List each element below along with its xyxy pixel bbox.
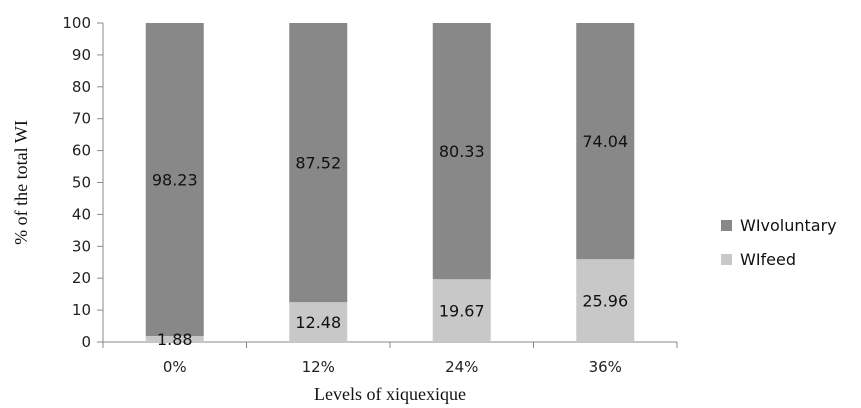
y-tick-label: 80	[72, 78, 91, 96]
y-tick-label: 40	[72, 205, 91, 223]
legend-label-wifeed: WIfeed	[740, 250, 796, 269]
y-tick-label: 90	[72, 46, 91, 64]
x-tick-label: 36%	[589, 358, 622, 376]
data-label-wifeed: 12.48	[295, 313, 341, 332]
y-tick-label: 0	[81, 333, 91, 351]
data-label-wivoluntary: 80.33	[439, 142, 485, 161]
data-label-wivoluntary: 87.52	[295, 154, 341, 173]
data-label-wivoluntary: 74.04	[582, 132, 628, 151]
y-tick-label: 100	[62, 14, 91, 32]
bar-segment-wivoluntary	[145, 23, 204, 337]
bar-segment-wivoluntary	[576, 23, 635, 260]
y-tick-label: 70	[72, 110, 91, 128]
bar-segment-wifeed	[576, 259, 635, 342]
y-tick-label: 50	[72, 174, 91, 192]
y-tick-label: 10	[72, 301, 91, 319]
y-tick-label: 20	[72, 269, 91, 287]
data-label-wivoluntary: 98.23	[152, 171, 198, 190]
x-tick-label: 0%	[163, 358, 187, 376]
legend-swatch-wivoluntary	[721, 220, 732, 231]
data-label-wifeed: 19.67	[439, 302, 485, 321]
y-tick-label: 30	[72, 237, 91, 255]
bar-segment-wifeed	[289, 302, 348, 342]
data-label-wifeed: 1.88	[157, 330, 193, 349]
bar-segment-wivoluntary	[289, 23, 348, 303]
bar-segment-wivoluntary	[432, 23, 491, 280]
legend-swatch-wifeed	[721, 254, 732, 265]
data-label-wifeed: 25.96	[582, 292, 628, 311]
legend-label-wivoluntary: WIvoluntary	[740, 216, 837, 235]
y-tick-label: 60	[72, 142, 91, 160]
x-axis-title: Levels of xiquexique	[314, 384, 466, 404]
legend: WIvoluntary WIfeed	[721, 216, 837, 269]
bar-segment-wifeed	[145, 336, 204, 342]
data-labels: 1.88 98.23 12.48 87.52 19.67 80.33 25.96 74.04	[152, 132, 628, 349]
x-tick-label: 12%	[302, 358, 335, 376]
y-axis: 0 10 20 30 40 50 60 70 80 90 100	[62, 14, 104, 351]
x-tick-label: 24%	[445, 358, 478, 376]
bars	[145, 23, 635, 342]
y-axis-title: % of the total WI	[11, 120, 31, 245]
bar-segment-wifeed	[432, 279, 491, 342]
